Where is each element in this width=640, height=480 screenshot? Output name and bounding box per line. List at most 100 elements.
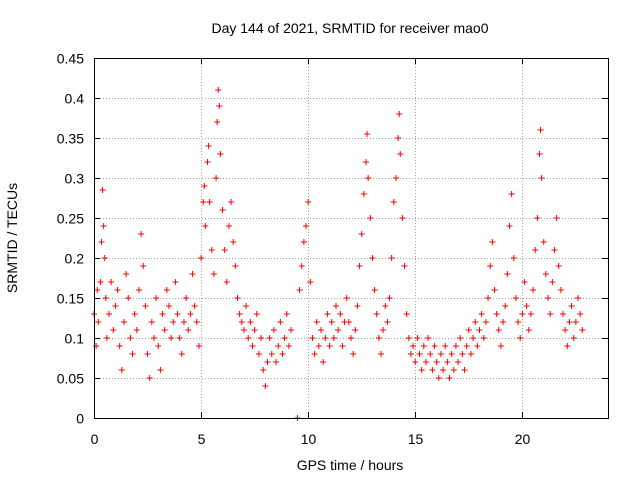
data-point (320, 359, 327, 365)
data-point (161, 327, 168, 333)
data-point (555, 263, 562, 269)
data-point (315, 343, 322, 349)
data-point (418, 367, 425, 373)
data-point (324, 311, 331, 317)
data-point (208, 247, 215, 253)
data-point (268, 351, 275, 357)
data-point (277, 319, 284, 325)
data-point (114, 287, 121, 293)
data-point (482, 319, 489, 325)
data-point (234, 295, 241, 301)
data-point (384, 319, 391, 325)
data-point (397, 151, 404, 157)
data-point (99, 187, 106, 193)
data-point (129, 351, 136, 357)
data-point (536, 151, 543, 157)
data-point (435, 375, 442, 381)
data-point (380, 327, 387, 333)
data-point (157, 367, 164, 373)
data-point (258, 335, 265, 341)
data-point (474, 343, 481, 349)
data-point (410, 343, 417, 349)
data-point (176, 335, 183, 341)
data-point (570, 335, 577, 341)
data-point (497, 343, 504, 349)
data-point (538, 175, 545, 181)
data-point (500, 319, 507, 325)
data-point (339, 343, 346, 349)
data-point (566, 319, 573, 325)
data-point (138, 231, 145, 237)
data-point (371, 287, 378, 293)
x-tick-label: 15 (408, 431, 424, 447)
data-point (148, 319, 155, 325)
data-point (530, 287, 537, 293)
data-point (318, 327, 325, 333)
data-point (98, 239, 105, 245)
data-point (216, 103, 223, 109)
data-point (557, 287, 564, 293)
data-point (219, 207, 226, 213)
data-point (223, 279, 230, 285)
data-point (273, 359, 280, 365)
data-point (330, 335, 337, 341)
data-point (311, 351, 318, 357)
data-point (153, 295, 160, 301)
data-point (356, 263, 363, 269)
data-point (228, 199, 235, 205)
data-point (405, 335, 412, 341)
data-point (577, 311, 584, 317)
data-point (517, 335, 524, 341)
data-point (551, 247, 558, 253)
data-point (206, 199, 213, 205)
data-point (502, 303, 509, 309)
data-point (100, 223, 107, 229)
x-tick-label: 20 (515, 431, 531, 447)
y-tick-label: 0.45 (57, 51, 84, 67)
data-point (489, 239, 496, 245)
data-point (215, 87, 222, 93)
y-axis-label: SRMTID / TECUs (4, 183, 20, 293)
data-point (307, 279, 314, 285)
data-point (249, 343, 256, 349)
data-point (221, 247, 228, 253)
data-point (204, 159, 211, 165)
data-point (210, 271, 217, 277)
data-point (155, 343, 162, 349)
data-point (135, 287, 142, 293)
data-point (452, 343, 459, 349)
data-point (95, 319, 102, 325)
data-point (480, 335, 487, 341)
data-point (146, 375, 153, 381)
data-point (568, 303, 575, 309)
data-point (463, 343, 470, 349)
data-point (200, 199, 207, 205)
data-point (429, 367, 436, 373)
data-point (168, 335, 175, 341)
data-point (425, 335, 432, 341)
data-point (102, 295, 109, 301)
data-point (487, 263, 494, 269)
data-point (183, 295, 190, 301)
y-tick-label: 0.2 (65, 251, 85, 267)
data-point (187, 311, 194, 317)
data-point (399, 215, 406, 221)
x-tick-label: 5 (198, 431, 206, 447)
data-point (110, 327, 117, 333)
data-point (354, 303, 361, 309)
data-point (213, 175, 220, 181)
data-point (431, 343, 438, 349)
data-point (433, 359, 440, 365)
data-point (437, 351, 444, 357)
data-point (448, 351, 455, 357)
data-point (185, 327, 192, 333)
data-point (442, 343, 449, 349)
chart-title: Day 144 of 2021, SRMTID for receiver mao… (211, 20, 488, 36)
data-point (519, 311, 526, 317)
data-point (201, 183, 208, 189)
data-point (545, 295, 552, 301)
data-point (116, 343, 123, 349)
data-point (504, 271, 511, 277)
y-tick-label: 0.15 (57, 291, 84, 307)
data-point (178, 351, 185, 357)
